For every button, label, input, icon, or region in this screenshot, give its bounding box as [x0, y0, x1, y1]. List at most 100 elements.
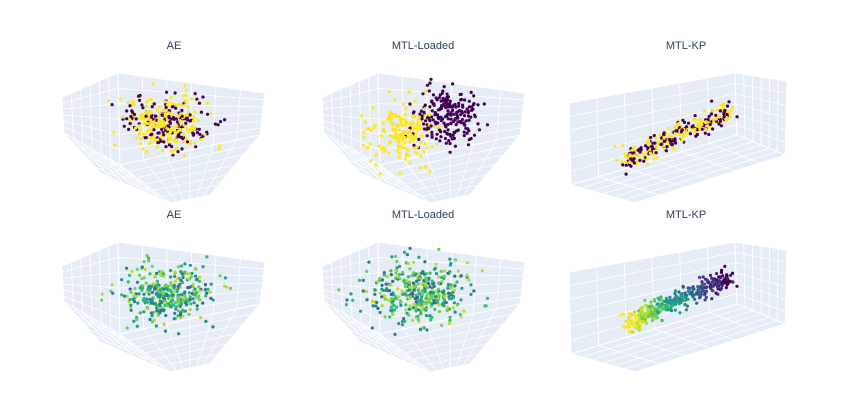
data-point [435, 132, 439, 136]
data-point [433, 111, 437, 115]
data-point [407, 313, 411, 317]
data-point [417, 291, 421, 295]
data-point [412, 260, 416, 264]
data-point [430, 315, 434, 320]
data-point [448, 318, 452, 322]
data-point [388, 315, 392, 319]
data-point [162, 308, 166, 312]
data-point [698, 275, 702, 280]
data-point [408, 267, 412, 271]
data-point [659, 298, 664, 302]
data-point [622, 312, 626, 316]
data-point [472, 94, 476, 98]
data-point [147, 288, 151, 292]
data-point [396, 287, 400, 291]
data-point [725, 273, 729, 277]
data-point [171, 151, 175, 155]
data-point [397, 321, 401, 326]
data-point [439, 130, 443, 134]
data-point [416, 128, 420, 133]
data-point [163, 112, 167, 116]
data-point [389, 273, 393, 277]
data-point [686, 121, 691, 125]
data-point [381, 288, 386, 292]
data-point [190, 291, 194, 296]
data-point [145, 297, 149, 301]
data-point [195, 131, 200, 135]
data-point [147, 113, 151, 117]
scene-mtl-loaded-continuous[interactable] [320, 224, 540, 374]
data-point [129, 303, 133, 307]
data-point [218, 274, 222, 278]
data-point [179, 297, 183, 301]
data-point [155, 108, 159, 112]
data-point [423, 142, 427, 146]
data-point [435, 142, 439, 146]
data-point [162, 140, 166, 144]
data-point [467, 278, 471, 282]
data-point [181, 137, 185, 141]
data-point [693, 127, 697, 131]
data-point [154, 303, 158, 307]
data-point [367, 260, 371, 264]
scene-mtl-kp-continuous[interactable] [565, 224, 795, 374]
data-point [164, 105, 168, 110]
data-point [451, 108, 455, 112]
data-point [442, 274, 446, 278]
data-point [140, 103, 144, 107]
data-point [223, 118, 227, 122]
data-point [383, 150, 387, 154]
data-point [186, 118, 190, 122]
data-point [170, 101, 174, 106]
data-point [628, 312, 632, 316]
data-point [175, 103, 179, 107]
data-point [437, 247, 441, 251]
scene-mtl-loaded-binary[interactable] [320, 55, 540, 205]
scene-mtl-kp-binary[interactable] [565, 55, 795, 205]
data-point [178, 119, 182, 123]
data-point [432, 267, 437, 271]
data-point [408, 304, 412, 308]
data-point [416, 282, 420, 286]
data-point [168, 288, 172, 292]
data-point [442, 269, 446, 273]
data-point [140, 136, 145, 141]
data-point [405, 279, 409, 283]
scene-ae-binary[interactable] [60, 55, 280, 205]
data-point [450, 291, 455, 295]
data-point [424, 314, 428, 318]
data-point [406, 261, 410, 266]
data-point [109, 289, 113, 293]
data-point [710, 99, 714, 103]
data-point [456, 269, 460, 273]
data-point [641, 306, 645, 310]
data-point [148, 317, 152, 322]
data-point [447, 295, 451, 299]
data-point [197, 101, 202, 105]
data-point [433, 294, 438, 299]
data-point [411, 281, 415, 285]
data-point [182, 94, 186, 98]
data-point [140, 288, 144, 292]
data-point [201, 95, 205, 99]
data-point [386, 151, 391, 155]
data-point [428, 118, 432, 123]
data-point [627, 325, 632, 329]
data-point [707, 132, 711, 136]
scene-ae-continuous[interactable] [60, 224, 280, 374]
data-point [424, 307, 428, 311]
data-point [211, 298, 215, 302]
data-point [358, 278, 362, 282]
data-point [395, 266, 399, 270]
data-point [420, 134, 424, 139]
data-point [649, 300, 653, 304]
data-point [180, 264, 184, 268]
data-point [428, 113, 432, 117]
data-point [668, 138, 672, 142]
data-point [404, 303, 408, 307]
data-point [638, 312, 642, 316]
data-point [145, 100, 149, 104]
data-point [448, 141, 452, 146]
data-point [176, 309, 180, 313]
data-point [142, 310, 146, 314]
